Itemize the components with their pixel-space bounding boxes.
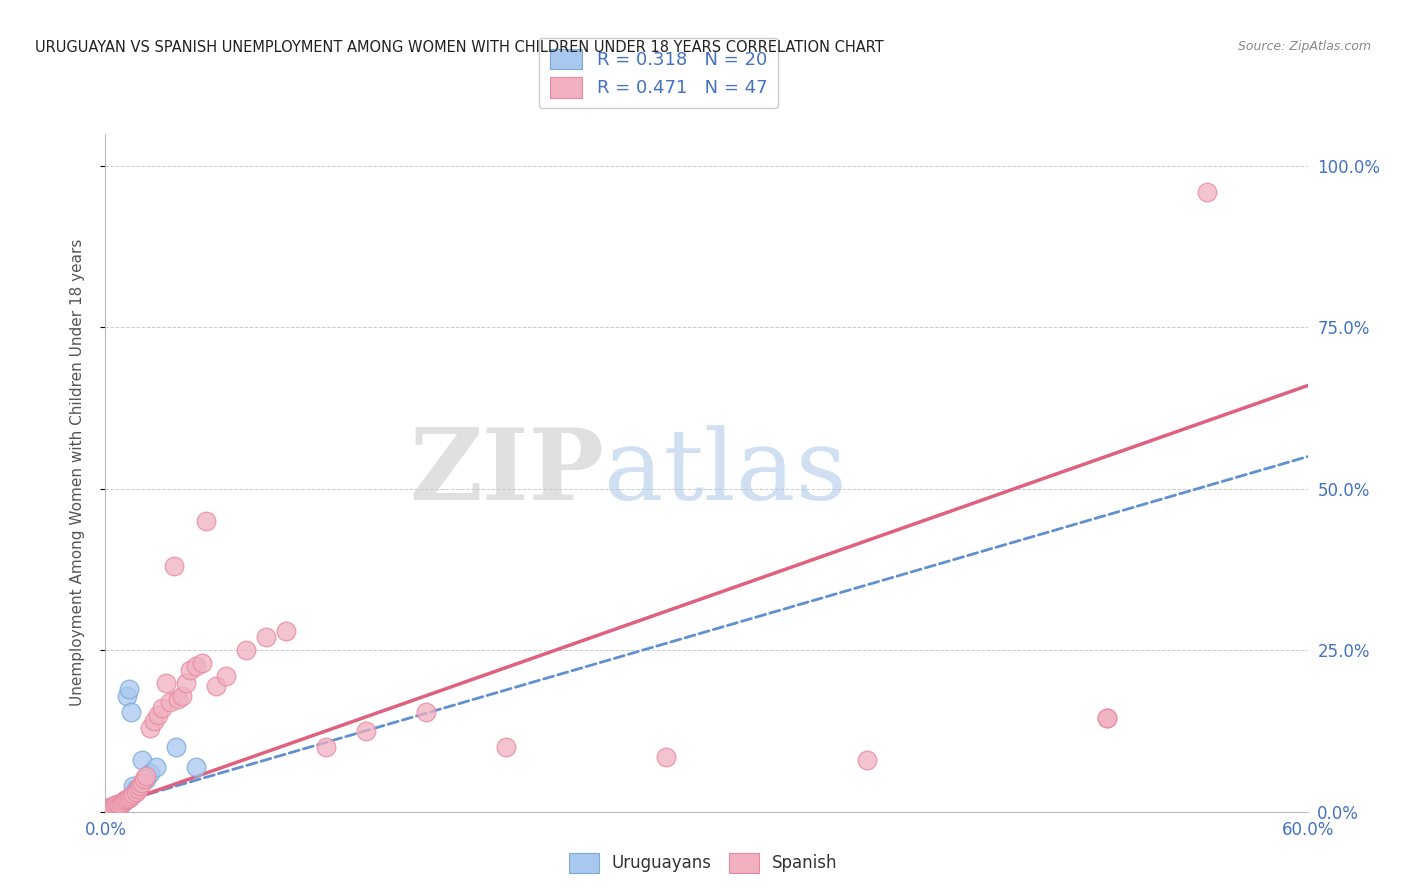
Point xyxy=(135,772,157,787)
Text: atlas: atlas xyxy=(605,425,846,521)
Text: ZIP: ZIP xyxy=(409,425,605,521)
Point xyxy=(124,785,146,799)
Legend: Uruguayans, Spanish: Uruguayans, Spanish xyxy=(562,847,844,880)
Point xyxy=(117,792,139,806)
Point xyxy=(112,795,135,809)
Point xyxy=(108,798,131,813)
Point xyxy=(112,795,135,809)
Point xyxy=(184,659,207,673)
Point xyxy=(114,793,136,807)
Point xyxy=(145,759,167,773)
Point xyxy=(98,801,121,815)
Point xyxy=(118,790,141,805)
Point xyxy=(415,705,437,719)
Text: URUGUAYAN VS SPANISH UNEMPLOYMENT AMONG WOMEN WITH CHILDREN UNDER 18 YEARS CORRE: URUGUAYAN VS SPANISH UNEMPLOYMENT AMONG … xyxy=(35,40,884,55)
Point xyxy=(495,740,517,755)
Point xyxy=(155,675,177,690)
Point xyxy=(110,797,132,811)
Point xyxy=(121,789,143,803)
Point xyxy=(274,624,297,638)
Point xyxy=(104,798,127,813)
Point xyxy=(1097,711,1119,725)
Point xyxy=(96,801,118,815)
Point xyxy=(190,657,212,671)
Legend: R = 0.318   N = 20, R = 0.471   N = 47: R = 0.318 N = 20, R = 0.471 N = 47 xyxy=(538,37,778,108)
Point xyxy=(98,801,121,815)
Point xyxy=(1097,711,1119,725)
Point xyxy=(124,782,146,797)
Point xyxy=(110,797,132,811)
Point xyxy=(138,766,160,780)
Point xyxy=(118,681,141,696)
Point xyxy=(100,801,122,815)
Point xyxy=(131,775,153,789)
Point xyxy=(165,740,187,755)
Point xyxy=(354,724,377,739)
Point xyxy=(121,705,143,719)
Point xyxy=(162,559,184,574)
Point xyxy=(194,514,217,528)
Point xyxy=(122,779,145,793)
Point xyxy=(179,663,201,677)
Point xyxy=(142,714,165,729)
Point xyxy=(103,799,125,814)
Point xyxy=(204,679,226,693)
Y-axis label: Unemployment Among Women with Children Under 18 years: Unemployment Among Women with Children U… xyxy=(70,239,84,706)
Point xyxy=(150,701,173,715)
Point xyxy=(135,769,157,783)
Point xyxy=(127,782,149,797)
Point xyxy=(1197,185,1219,199)
Point xyxy=(146,707,169,722)
Point xyxy=(128,779,150,793)
Point xyxy=(159,695,181,709)
Point xyxy=(131,753,153,767)
Point xyxy=(184,759,207,773)
Point xyxy=(108,798,131,813)
Point xyxy=(114,793,136,807)
Point xyxy=(103,799,125,814)
Point xyxy=(235,643,257,657)
Point xyxy=(100,799,122,814)
Point xyxy=(315,740,337,755)
Point xyxy=(104,798,127,813)
Point xyxy=(117,689,139,703)
Point xyxy=(855,753,877,767)
Point xyxy=(174,675,197,690)
Point xyxy=(107,799,129,814)
Point xyxy=(132,772,155,787)
Point xyxy=(214,669,236,683)
Point xyxy=(655,749,678,764)
Point xyxy=(254,631,277,645)
Point xyxy=(122,787,145,801)
Point xyxy=(166,691,188,706)
Point xyxy=(170,689,193,703)
Text: Source: ZipAtlas.com: Source: ZipAtlas.com xyxy=(1237,40,1371,54)
Point xyxy=(138,721,160,735)
Point xyxy=(107,797,129,811)
